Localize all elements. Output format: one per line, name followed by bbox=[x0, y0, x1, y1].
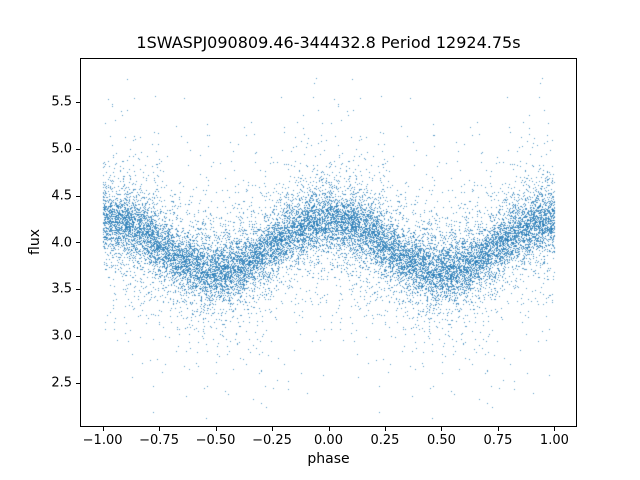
x-tick-label: −0.25 bbox=[252, 433, 292, 448]
x-tick-label: 0.25 bbox=[370, 433, 400, 448]
plot-frame bbox=[80, 58, 577, 427]
y-tick-label: 3.0 bbox=[51, 328, 72, 344]
y-tick-label: 4.5 bbox=[51, 188, 72, 204]
x-tick-label: 1.00 bbox=[539, 433, 569, 448]
x-tick-label: −0.75 bbox=[139, 433, 179, 448]
x-tick-label: −1.00 bbox=[82, 433, 123, 448]
x-tick-mark bbox=[103, 427, 104, 431]
x-tick-mark bbox=[272, 427, 273, 431]
x-tick-mark bbox=[385, 427, 386, 431]
x-tick-label: 0.75 bbox=[483, 433, 513, 448]
y-tick-mark bbox=[76, 336, 80, 337]
y-tick-mark bbox=[76, 196, 80, 197]
y-tick-label: 4.0 bbox=[51, 235, 72, 250]
chart-title: 1SWASPJ090809.46-344432.8 Period 12924.7… bbox=[136, 33, 521, 52]
x-tick-mark bbox=[216, 427, 217, 431]
x-tick-mark bbox=[498, 427, 499, 431]
x-tick-mark bbox=[159, 427, 160, 431]
y-tick-mark bbox=[76, 383, 80, 384]
y-tick-mark bbox=[76, 242, 80, 243]
y-tick-mark bbox=[76, 149, 80, 150]
y-tick-label: 5.0 bbox=[51, 141, 72, 157]
x-tick-label: −0.50 bbox=[195, 433, 236, 448]
x-tick-label: 0.50 bbox=[426, 433, 456, 448]
x-tick-label: 0.00 bbox=[314, 433, 343, 448]
y-tick-label: 3.5 bbox=[51, 281, 72, 297]
x-tick-mark bbox=[441, 427, 442, 431]
y-tick-label: 5.5 bbox=[51, 94, 72, 110]
y-tick-mark bbox=[76, 289, 80, 290]
y-tick-mark bbox=[76, 102, 80, 103]
x-axis-label: phase bbox=[307, 451, 350, 467]
y-tick-label: 2.5 bbox=[51, 375, 72, 391]
x-tick-mark bbox=[329, 427, 330, 431]
x-tick-mark bbox=[554, 427, 555, 431]
